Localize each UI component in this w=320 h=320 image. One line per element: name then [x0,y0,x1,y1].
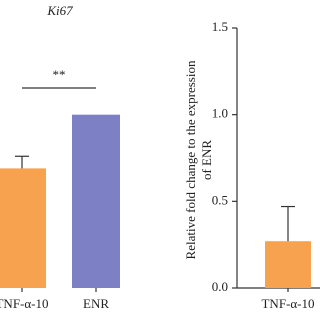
y-tick-label: 0.0 [212,279,228,294]
x-tick-label: TNF-α-10 [0,296,49,311]
x-tick-label: TNF-α-10 [261,296,314,311]
significance-label: ** [53,67,66,82]
bar [72,114,120,289]
x-tick-label: ENR [83,296,109,311]
bar [265,241,311,288]
bar [0,168,46,288]
y-axis-label: Relative fold change to the expressionof… [183,60,214,259]
y-tick-label: 1.0 [212,106,228,121]
chart-title: Ki67 [46,3,73,18]
y-tick-label: 0.5 [212,192,228,207]
y-tick-label: 1.5 [212,19,228,34]
